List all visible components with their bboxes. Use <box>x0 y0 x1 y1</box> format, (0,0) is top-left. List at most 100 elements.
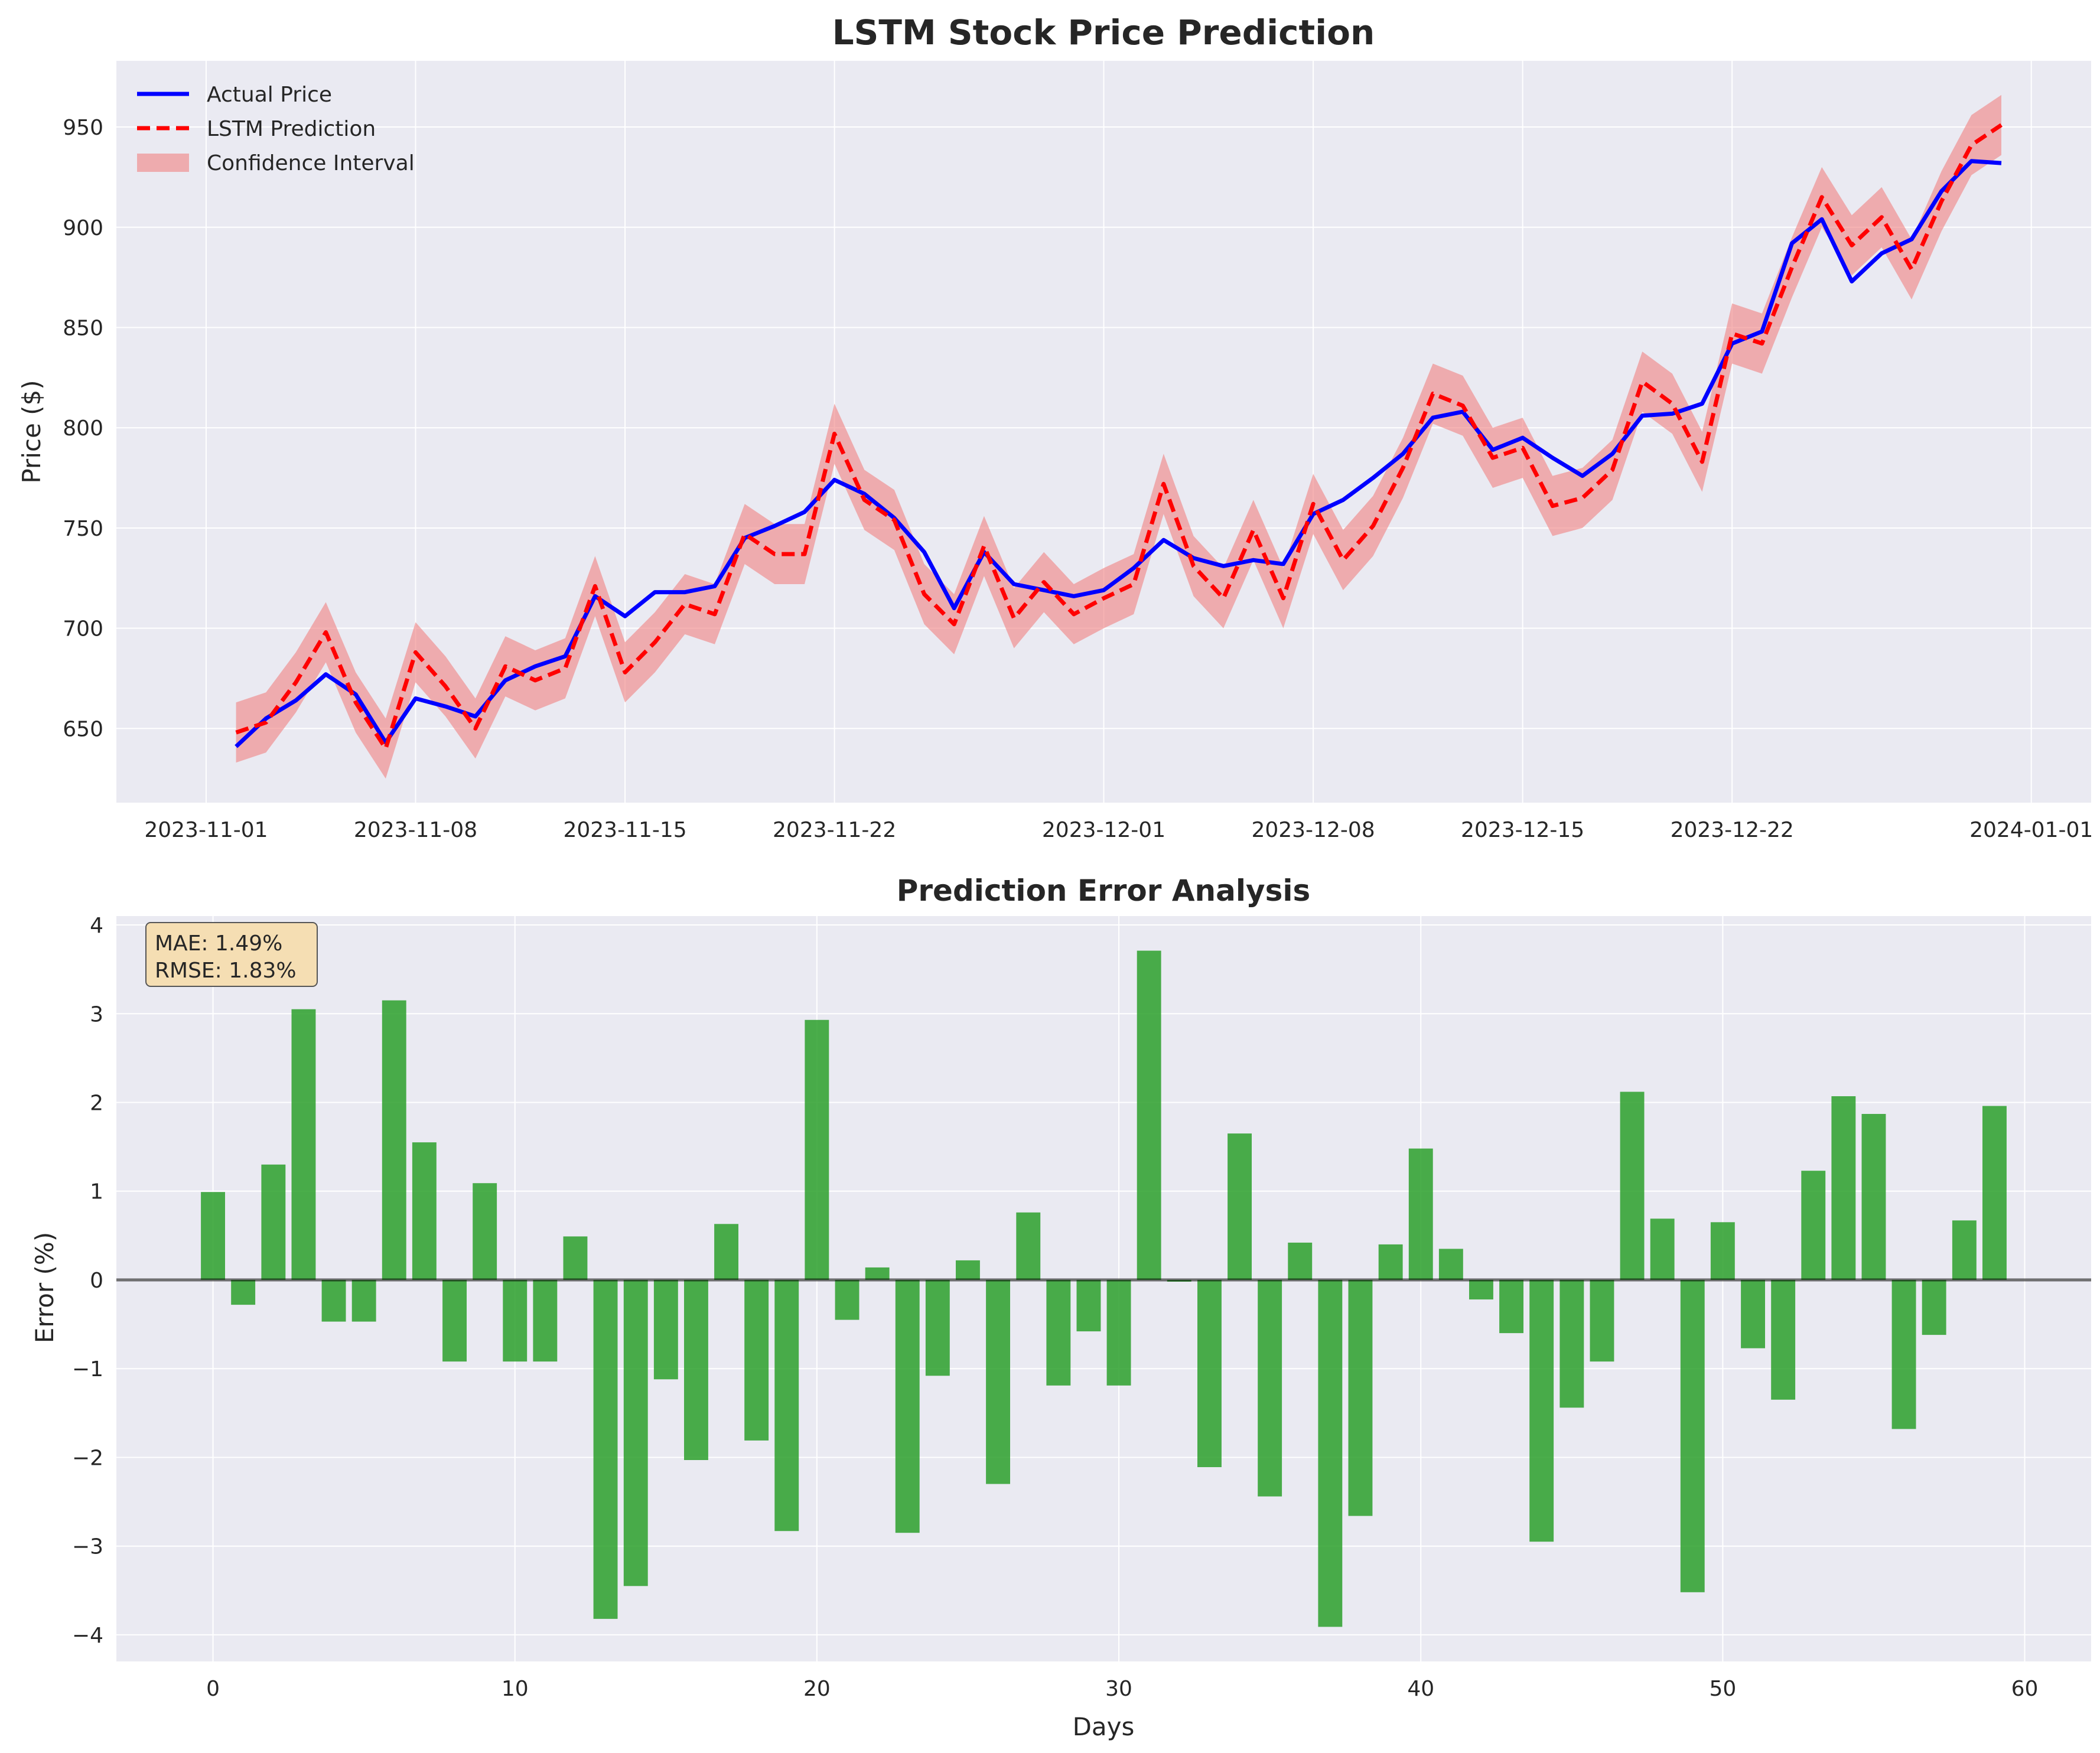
error-bar <box>1741 1280 1765 1348</box>
error-y-axis-label: Error (%) <box>30 1232 59 1343</box>
price-y-tick-label: 750 <box>63 517 103 541</box>
error-bar <box>986 1280 1010 1484</box>
error-bar <box>1197 1280 1222 1467</box>
price-x-tick-label: 2023-11-08 <box>354 818 477 842</box>
price-y-tick-label: 800 <box>63 416 103 441</box>
error-bar <box>593 1280 618 1619</box>
error-bar <box>1016 1212 1041 1280</box>
price-marks <box>235 95 2003 779</box>
price-y-tick-label: 650 <box>63 717 103 741</box>
error-bar <box>1076 1280 1101 1332</box>
error-bar <box>1288 1242 1313 1280</box>
error-bar <box>382 1000 406 1280</box>
rmse-text: RMSE: 1.83% <box>155 959 297 983</box>
error-x-tick-label: 20 <box>803 1677 831 1701</box>
error-bar <box>1590 1280 1614 1362</box>
error-x-tick-label: 40 <box>1407 1677 1434 1701</box>
error-bar <box>1801 1171 1826 1280</box>
error-marks <box>116 950 2091 1627</box>
price-x-tick-label: 2023-12-08 <box>1251 818 1375 842</box>
confidence-interval-band <box>236 95 2001 779</box>
error-bar <box>231 1280 256 1305</box>
price-x-tick-label: 2023-12-01 <box>1042 818 1165 842</box>
error-bar <box>473 1183 497 1280</box>
error-bar <box>653 1280 678 1380</box>
error-y-tick-label: −3 <box>72 1535 103 1559</box>
error-bar <box>835 1280 859 1320</box>
price-x-tick-label: 2023-11-15 <box>563 818 686 842</box>
error-y-tick-label: 1 <box>90 1180 103 1204</box>
mae-text: MAE: 1.49% <box>155 931 282 956</box>
price-x-tick-label: 2024-01-01 <box>1969 818 2093 842</box>
lstm-prediction-line <box>235 123 2003 751</box>
error-y-tick-label: 2 <box>90 1091 103 1116</box>
error-bar <box>351 1280 376 1322</box>
error-bar <box>1499 1280 1523 1334</box>
error-x-tick-label: 10 <box>502 1677 529 1701</box>
error-bar <box>744 1280 769 1441</box>
price-x-tick-label: 2023-12-15 <box>1461 818 1584 842</box>
error-bar <box>1228 1133 1252 1280</box>
error-bar <box>1408 1148 1433 1280</box>
error-y-tick-label: 0 <box>90 1269 103 1293</box>
error-bar <box>1620 1091 1645 1280</box>
error-x-axis-label: Days <box>1073 1712 1135 1741</box>
price-x-tick-label: 2023-11-01 <box>144 818 268 842</box>
error-bar <box>623 1280 648 1586</box>
error-bar <box>1952 1220 1977 1280</box>
error-bar <box>412 1142 437 1280</box>
error-bar <box>1771 1280 1796 1400</box>
price-y-tick-label: 950 <box>63 116 103 140</box>
error-bar <box>442 1280 467 1362</box>
error-bar <box>1348 1280 1373 1516</box>
price-chart-title: LSTM Stock Price Prediction <box>832 12 1375 53</box>
error-bar <box>291 1009 316 1280</box>
error-x-ticks: 0 10 20 30 40 50 60 <box>206 1677 2038 1701</box>
error-x-tick-label: 50 <box>1709 1677 1736 1701</box>
price-y-tick-label: 700 <box>63 617 103 641</box>
error-bar <box>201 1192 225 1280</box>
price-y-ticks: 650 700 750 800 850 900 950 <box>63 116 103 741</box>
price-x-tick-label: 2023-11-22 <box>773 818 896 842</box>
error-bar <box>895 1280 920 1533</box>
error-bar <box>1922 1280 1946 1335</box>
stats-box-bg <box>145 922 318 987</box>
legend-actual-label: Actual Price <box>207 83 332 107</box>
error-bar <box>1137 950 1161 1280</box>
error-x-tick-label: 60 <box>2011 1677 2039 1701</box>
price-x-ticks: 2023-11-01 2023-11-08 2023-11-15 2023-11-22… <box>144 818 2093 842</box>
error-bar <box>1378 1244 1403 1280</box>
error-stats-box: MAE: 1.49% RMSE: 1.83% <box>145 922 318 987</box>
error-bar <box>1710 1222 1735 1280</box>
price-y-axis-label: Price ($) <box>17 380 46 483</box>
error-chart-title: Prediction Error Analysis <box>897 874 1311 908</box>
error-y-tick-label: −1 <box>72 1357 103 1381</box>
error-bar <box>1318 1280 1343 1627</box>
error-y-tick-label: 3 <box>90 1002 103 1027</box>
price-y-tick-label: 850 <box>63 316 103 340</box>
error-bar <box>533 1280 558 1362</box>
error-bar <box>774 1280 799 1532</box>
error-bar <box>925 1280 950 1376</box>
error-chart: 0 10 20 30 40 50 60 −4 −3 −2 −1 0 1 2 3 4 Prediction E… <box>30 874 2091 1741</box>
error-bar <box>684 1280 708 1460</box>
error-bar <box>1529 1280 1554 1542</box>
error-bar <box>1650 1218 1675 1280</box>
error-bar <box>1258 1280 1282 1497</box>
error-bar <box>321 1280 346 1322</box>
error-bar <box>1891 1280 1916 1429</box>
error-bar <box>1861 1114 1886 1280</box>
error-y-tick-label: 4 <box>90 914 103 938</box>
error-y-tick-label: −2 <box>72 1446 103 1470</box>
price-chart: 2023-11-01 2023-11-08 2023-11-15 2023-11-22… <box>17 12 2093 842</box>
error-bar <box>563 1236 588 1280</box>
error-x-tick-label: 30 <box>1105 1677 1132 1701</box>
error-bar <box>1469 1280 1493 1300</box>
legend-confidence-label: Confidence Interval <box>207 151 415 175</box>
error-bar <box>1559 1280 1584 1408</box>
error-y-ticks: −4 −3 −2 −1 0 1 2 3 4 <box>72 914 103 1648</box>
error-bar <box>865 1267 890 1280</box>
price-y-tick-label: 900 <box>63 216 103 240</box>
legend-prediction-label: LSTM Prediction <box>207 117 376 141</box>
